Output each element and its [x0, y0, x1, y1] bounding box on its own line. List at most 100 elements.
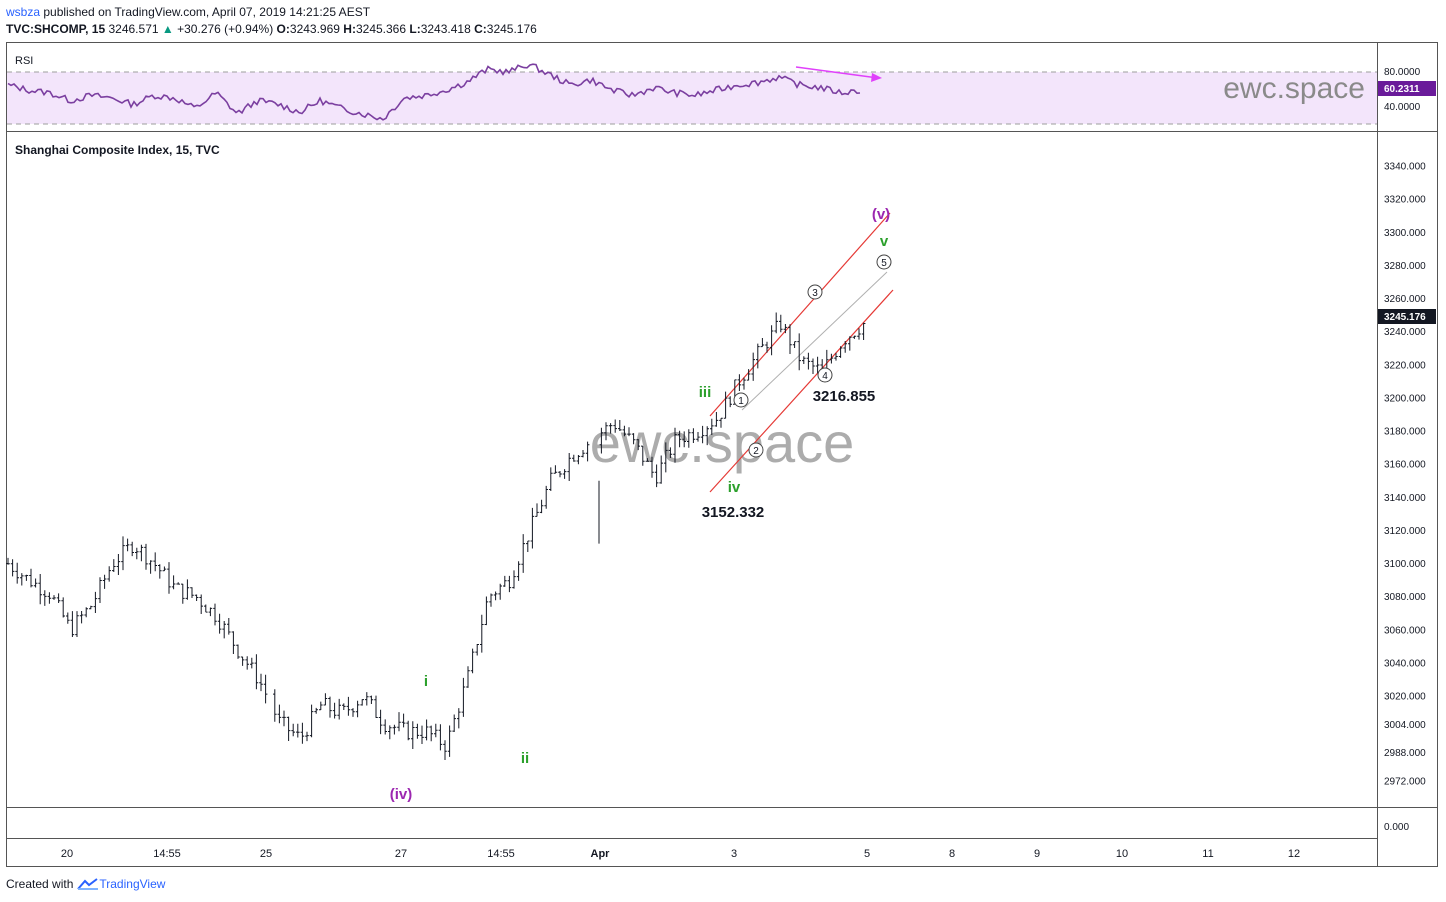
ohlc-bar	[300, 722, 305, 744]
ohlc-bar	[185, 579, 190, 600]
wave-label-v-paren: (v)	[872, 206, 890, 223]
ohlc-bar	[558, 471, 562, 478]
ohlc-bar	[162, 566, 167, 572]
ohlc-bar	[585, 441, 590, 462]
ohlc-bar	[544, 485, 548, 509]
price-axis-label: 3320.000	[1384, 195, 1426, 206]
ohlc-bar	[33, 578, 38, 588]
ohlc-bar	[328, 696, 332, 718]
ohlc-bar	[263, 674, 268, 704]
time-axis[interactable]: 20 14:55 25 27 14:55 Apr 3 5 8 9 10 11 1…	[61, 848, 1300, 860]
ohlc-bar	[438, 724, 443, 751]
ohlc-bar	[512, 570, 516, 589]
channel-lower-line[interactable]	[709, 289, 894, 493]
low-value: 3243.418	[420, 22, 471, 36]
wave-label-ii: ii	[521, 750, 529, 767]
ohlc-bar	[319, 701, 323, 711]
ohlc-bar	[848, 336, 852, 351]
ohlc-bar	[783, 324, 788, 334]
price-axis-label: 3120.000	[1384, 526, 1426, 537]
ohlc-bar	[369, 695, 374, 704]
ohlc-bar	[139, 544, 144, 562]
price-axis-label: 3100.000	[1384, 559, 1426, 570]
ohlc-bar	[125, 538, 130, 552]
ohlc-bar	[664, 442, 668, 473]
subwave-2-marker: 2	[748, 442, 764, 458]
ohlc-bar	[562, 469, 567, 479]
ohlc-bar	[572, 454, 576, 462]
ohlc-bar	[811, 358, 815, 374]
ohlc-bar	[250, 657, 254, 669]
up-arrow-icon: ▲	[161, 22, 174, 36]
ohlc-bar	[604, 422, 608, 441]
ohlc-bar	[89, 605, 93, 610]
channel-upper-line[interactable]	[709, 212, 891, 417]
time-label-20: 20	[61, 848, 73, 860]
ohlc-bar	[470, 648, 475, 674]
tradingview-logo-icon	[77, 878, 99, 890]
time-label-5: 5	[864, 848, 870, 860]
price-axis-label: 3020.000	[1384, 692, 1426, 703]
ohlc-bar	[627, 427, 631, 437]
ohlc-bar	[797, 333, 801, 371]
ohlc-bar	[98, 577, 102, 603]
circle-icon	[817, 367, 833, 383]
wave-label-i: i	[424, 673, 428, 690]
ohlc-bar	[825, 349, 829, 370]
ohlc-bar	[673, 427, 677, 463]
rsi-axis-label-40: 40.0000	[1384, 102, 1421, 113]
ohlc-bar	[475, 644, 479, 656]
subwave-4-marker: 4	[817, 367, 833, 383]
subwave-3-marker: 3	[807, 284, 823, 300]
ohlc-bar	[158, 564, 162, 579]
ohlc-bar	[507, 575, 512, 593]
ohlc-values: O:3243.969 H:3245.366 L:3243.418 C:3245.…	[276, 22, 537, 36]
channel-mid-line[interactable]	[741, 271, 888, 411]
ohlc-bar	[636, 439, 640, 451]
ohlc-bar	[245, 656, 249, 670]
ohlc-bar	[199, 594, 203, 614]
ohlc-bar	[148, 560, 153, 574]
wave-label-iii: iii	[699, 384, 712, 401]
ohlc-bar	[746, 369, 751, 381]
ohlc-bar	[171, 575, 176, 590]
ohlc-bar	[204, 604, 208, 613]
ohlc-bar	[622, 425, 627, 437]
ohlc-bar	[121, 536, 125, 571]
publisher-name[interactable]: wsbza	[6, 5, 41, 19]
ohlc-bar	[52, 595, 56, 600]
rsi-title: RSI	[15, 55, 33, 67]
ohlc-bar	[723, 391, 728, 419]
ohlc-bar	[687, 429, 691, 448]
footer: Created with TradingView	[6, 877, 165, 891]
current-price-badge	[1378, 309, 1436, 324]
ohlc-bar	[489, 593, 493, 607]
ohlc-bar	[153, 552, 157, 572]
ohlc-bar	[401, 713, 406, 728]
last-price: 3246.571	[108, 22, 159, 36]
ohlc-bar	[6, 557, 10, 565]
time-label-3: 3	[731, 848, 737, 860]
ohlc-bar	[351, 708, 355, 717]
ohlc-bar	[56, 593, 61, 603]
ohlc-bar	[236, 644, 240, 659]
ohlc-bar	[43, 590, 47, 606]
price-bars	[6, 312, 866, 760]
price-axis-label: 3004.000	[1384, 720, 1426, 731]
ohlc-bar	[829, 353, 834, 364]
rsi-band	[7, 72, 1377, 124]
ohlc-bar	[181, 583, 185, 604]
tradingview-link[interactable]: TradingView	[77, 877, 165, 891]
ohlc-bar	[443, 740, 447, 760]
ohlc-bar	[498, 583, 502, 600]
time-label-27: 27	[395, 848, 407, 860]
ohlc-bar	[112, 559, 116, 572]
wave-label-v: v	[880, 233, 889, 250]
symbol-name: TVC:SHCOMP, 15	[6, 22, 106, 36]
ohlc-bar	[728, 396, 732, 408]
time-label-11: 11	[1202, 848, 1213, 860]
ohlc-bar	[222, 621, 226, 639]
price-axis[interactable]: 3340.000 3320.000 3300.000 3280.000 3260.000…	[1384, 162, 1426, 788]
time-label-1455-a: 14:55	[153, 848, 181, 860]
